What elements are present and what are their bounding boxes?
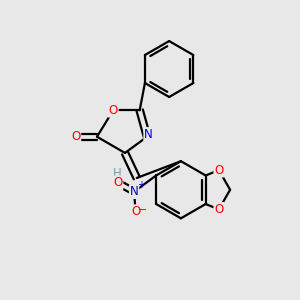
Text: −: − (138, 205, 148, 215)
Text: O: O (113, 176, 122, 189)
Text: O: O (214, 164, 224, 177)
Text: O: O (71, 130, 80, 143)
Text: O: O (214, 203, 224, 216)
Text: N: N (130, 185, 139, 198)
Text: N: N (144, 128, 153, 141)
Text: O: O (131, 205, 140, 218)
Text: +: + (136, 180, 145, 190)
Text: O: O (109, 104, 118, 117)
Text: H: H (113, 167, 122, 180)
